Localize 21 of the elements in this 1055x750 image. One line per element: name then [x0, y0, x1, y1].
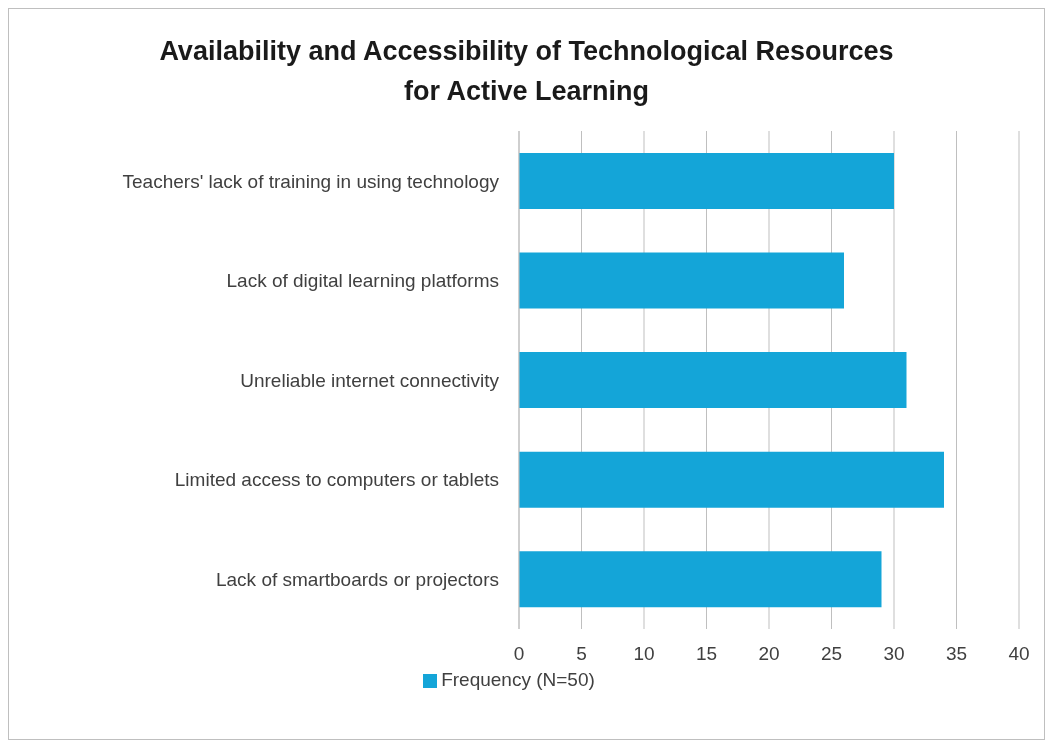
bar	[519, 451, 944, 508]
x-tick-label: 5	[576, 643, 587, 665]
bar	[519, 352, 907, 409]
y-tick-label: Lack of digital learning platforms	[226, 270, 499, 292]
bar	[519, 252, 844, 309]
bar	[519, 551, 882, 608]
x-tick-label: 15	[695, 643, 718, 665]
y-tick-label: Lack of smartboards or projectors	[215, 568, 499, 590]
chart-title: Availability and Accessibility of Technological Resources for Active Learning	[158, 35, 895, 108]
x-tick-label: 25	[820, 643, 843, 665]
x-tick-label: 40	[1008, 643, 1030, 665]
y-tick-label: Unreliable internet connectivity	[240, 369, 500, 391]
bar	[519, 152, 894, 209]
x-tick-label: 20	[758, 643, 780, 665]
x-tick-label: 30	[883, 643, 905, 665]
y-tick-label: Teachers' lack of training in using technology	[122, 170, 500, 192]
x-tick-label: 0	[513, 643, 525, 665]
y-tick-label: Limited access to computers or tablets	[174, 469, 499, 491]
legend-label: Frequency (N=50)	[441, 669, 595, 690]
x-tick-label: 10	[633, 643, 655, 665]
x-tick-label: 35	[945, 643, 968, 665]
